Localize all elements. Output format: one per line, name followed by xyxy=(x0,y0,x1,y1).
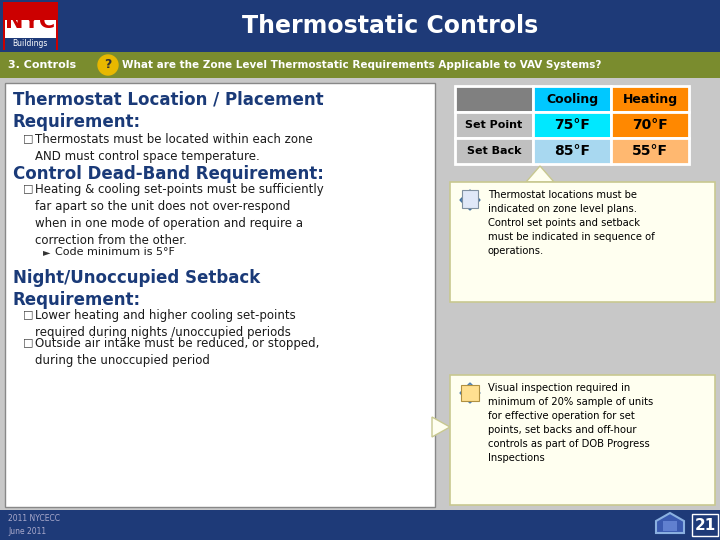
FancyBboxPatch shape xyxy=(455,112,533,138)
Text: ?: ? xyxy=(104,58,112,71)
FancyBboxPatch shape xyxy=(5,83,435,507)
Text: □: □ xyxy=(23,133,34,143)
Text: Code minimum is 5°F: Code minimum is 5°F xyxy=(55,247,175,257)
Text: 75°F: 75°F xyxy=(554,118,590,132)
FancyBboxPatch shape xyxy=(461,385,479,401)
Text: Thermostatic Controls: Thermostatic Controls xyxy=(242,14,538,38)
FancyBboxPatch shape xyxy=(663,521,677,531)
Text: Thermostat locations must be
indicated on zone level plans.
Control set points a: Thermostat locations must be indicated o… xyxy=(488,190,654,256)
Text: Cooling: Cooling xyxy=(546,92,598,105)
Text: □: □ xyxy=(23,309,34,319)
Text: Buildings: Buildings xyxy=(12,39,48,49)
FancyBboxPatch shape xyxy=(3,2,58,50)
Polygon shape xyxy=(460,383,480,403)
FancyBboxPatch shape xyxy=(611,86,689,112)
Text: What are the Zone Level Thermostatic Requirements Applicable to VAV Systems?: What are the Zone Level Thermostatic Req… xyxy=(122,60,601,70)
Polygon shape xyxy=(656,513,684,533)
FancyBboxPatch shape xyxy=(0,0,720,52)
Text: □: □ xyxy=(23,183,34,193)
FancyBboxPatch shape xyxy=(0,52,720,78)
FancyBboxPatch shape xyxy=(0,510,720,540)
Text: Set Point: Set Point xyxy=(465,120,523,130)
Text: Night/Unoccupied Setback
Requirement:: Night/Unoccupied Setback Requirement: xyxy=(13,269,260,309)
FancyBboxPatch shape xyxy=(450,375,715,505)
Text: NYC: NYC xyxy=(5,12,55,32)
Text: Thermostat Location / Placement
Requirement:: Thermostat Location / Placement Requirem… xyxy=(13,91,323,131)
Text: 21: 21 xyxy=(694,517,716,532)
FancyBboxPatch shape xyxy=(462,190,478,208)
Text: Heating & cooling set-points must be sufficiently
far apart so the unit does not: Heating & cooling set-points must be suf… xyxy=(35,183,324,247)
Text: ►: ► xyxy=(43,247,50,257)
Text: 85°F: 85°F xyxy=(554,144,590,158)
Text: Set Back: Set Back xyxy=(467,146,521,156)
FancyBboxPatch shape xyxy=(5,20,56,48)
Text: 55°F: 55°F xyxy=(632,144,668,158)
FancyBboxPatch shape xyxy=(450,182,715,302)
Text: Lower heating and higher cooling set-points
required during nights /unoccupied p: Lower heating and higher cooling set-poi… xyxy=(35,309,296,339)
Text: Visual inspection required in
minimum of 20% sample of units
for effective opera: Visual inspection required in minimum of… xyxy=(488,383,653,463)
FancyBboxPatch shape xyxy=(611,112,689,138)
FancyBboxPatch shape xyxy=(611,138,689,164)
Text: 70°F: 70°F xyxy=(632,118,668,132)
FancyBboxPatch shape xyxy=(533,138,611,164)
Text: Thermostats must be located within each zone
AND must control space temperature.: Thermostats must be located within each … xyxy=(35,133,312,163)
Text: □: □ xyxy=(23,337,34,347)
Text: Control Dead-Band Requirement:: Control Dead-Band Requirement: xyxy=(13,165,324,183)
FancyBboxPatch shape xyxy=(692,514,718,536)
Polygon shape xyxy=(526,166,554,182)
FancyBboxPatch shape xyxy=(533,112,611,138)
FancyBboxPatch shape xyxy=(5,38,56,50)
FancyBboxPatch shape xyxy=(533,86,611,112)
Polygon shape xyxy=(432,417,450,437)
Polygon shape xyxy=(460,190,480,210)
Circle shape xyxy=(98,55,118,75)
Text: 2011 NYCECC
June 2011: 2011 NYCECC June 2011 xyxy=(8,514,60,536)
Text: 3. Controls: 3. Controls xyxy=(8,60,76,70)
Text: Outside air intake must be reduced, or stopped,
during the unoccupied period: Outside air intake must be reduced, or s… xyxy=(35,337,320,367)
Text: Heating: Heating xyxy=(622,92,678,105)
FancyBboxPatch shape xyxy=(455,86,533,112)
FancyBboxPatch shape xyxy=(455,138,533,164)
